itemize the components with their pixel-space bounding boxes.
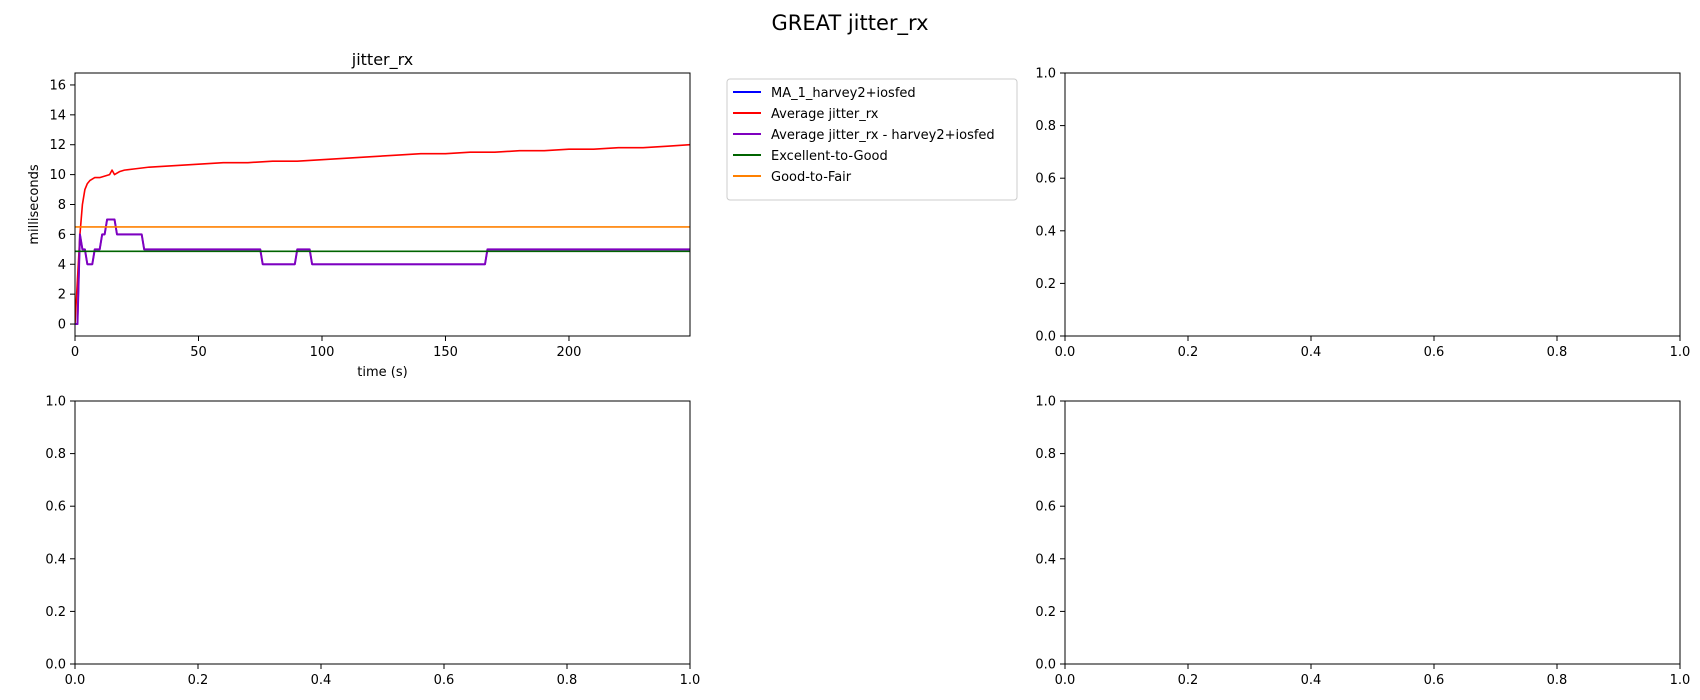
x-tick-label: 0.0 <box>65 673 86 688</box>
plot-empty-top-right: 0.0 0.2 0.4 0.6 0.8 1.0 0.0 0.2 0.4 0.6 0.8 1.0 <box>1035 67 1690 361</box>
x-tick-label: 0.6 <box>1424 345 1445 360</box>
series-group <box>75 143 690 326</box>
x-tick-label: 0.8 <box>1547 345 1568 360</box>
y-axis-label: milliseconds <box>27 164 42 244</box>
axes-frame <box>1064 400 1681 665</box>
legend: MA_1_harvey2+iosfed Average jitter_rx Aver… <box>726 78 1018 201</box>
x-tick-label: 50 <box>190 345 207 360</box>
y-tick-label: 12 <box>49 138 66 153</box>
x-tick-label: 0.0 <box>1055 673 1076 688</box>
plot-empty-bottom-left: 0.0 0.2 0.4 0.6 0.8 1.0 0.0 0.2 0.4 0.6 0.8 1.0 <box>45 395 700 689</box>
plot-area <box>1065 73 1680 336</box>
y-tick-label: 1.0 <box>1035 67 1056 82</box>
y-tick-label: 0.6 <box>1035 172 1056 187</box>
legend-label: MA_1_harvey2+iosfed <box>771 86 916 101</box>
y-tick-label: 2 <box>58 288 66 303</box>
x-tick-label: 1.0 <box>1670 345 1691 360</box>
x-tick-label: 100 <box>310 345 335 360</box>
x-axis-label: time (s) <box>357 365 407 380</box>
x-tick-label: 0.4 <box>1301 345 1322 360</box>
x-tick-label: 0.4 <box>1301 673 1322 688</box>
series-line-2 <box>75 218 690 326</box>
y-tick-label: 0.2 <box>1035 277 1056 292</box>
plot-area <box>75 401 690 664</box>
x-tick-label: 0.8 <box>1547 673 1568 688</box>
x-tick-label: 0.6 <box>434 673 455 688</box>
y-tick-label: 0.0 <box>1035 658 1056 673</box>
figure-suptitle: GREAT jitter_rx <box>771 11 928 36</box>
y-tick-label: 0.4 <box>1035 552 1056 567</box>
y-tick-label: 0.0 <box>45 658 66 673</box>
y-tick-label: 16 <box>49 78 66 93</box>
y-tick-label: 0.8 <box>1035 119 1056 134</box>
y-tick-label: 1.0 <box>45 395 66 410</box>
x-tick-label: 1.0 <box>1670 673 1691 688</box>
x-tick-label: 150 <box>433 345 458 360</box>
y-tick-label: 0.6 <box>1035 500 1056 515</box>
x-tick-label: 0.0 <box>1055 345 1076 360</box>
y-tick-label: 0 <box>58 318 66 333</box>
x-tick-label: 0.4 <box>311 673 332 688</box>
x-tick-label: 1.0 <box>680 673 701 688</box>
legend-label: Average jitter_rx - harvey2+iosfed <box>771 128 995 143</box>
series-line-1 <box>75 143 690 325</box>
y-tick-label: 0.4 <box>1035 224 1056 239</box>
y-tick-label: 0.8 <box>45 447 66 462</box>
x-tick-label: 0.2 <box>1178 345 1199 360</box>
legend-label: Average jitter_rx <box>771 107 879 122</box>
x-tick-label: 0 <box>71 345 79 360</box>
x-tick-label: 0.2 <box>1178 673 1199 688</box>
x-tick-label: 0.6 <box>1424 673 1445 688</box>
y-tick-label: 14 <box>49 108 66 123</box>
y-tick-label: 0.2 <box>45 605 66 620</box>
x-tick-label: 0.2 <box>188 673 209 688</box>
y-tick-label: 0.6 <box>45 500 66 515</box>
plot-area <box>1065 401 1680 664</box>
legend-frame <box>726 78 1018 201</box>
plot-empty-bottom-right: 0.0 0.2 0.4 0.6 0.8 1.0 0.0 0.2 0.4 0.6 0.8 1.0 <box>1035 395 1690 689</box>
y-tick-label: 10 <box>49 168 66 183</box>
y-tick-label: 1.0 <box>1035 395 1056 410</box>
legend-label: Good-to-Fair <box>771 170 852 185</box>
axes-title: jitter_rx <box>351 50 413 70</box>
axes-frame <box>74 400 691 665</box>
legend-label: Excellent-to-Good <box>771 149 888 164</box>
y-tick-label: 0.2 <box>1035 605 1056 620</box>
x-tick-label: 200 <box>557 345 582 360</box>
y-tick-label: 0.0 <box>1035 330 1056 345</box>
y-tick-label: 8 <box>58 198 66 213</box>
y-tick-label: 0.8 <box>1035 447 1056 462</box>
x-tick-label: 0.8 <box>557 673 578 688</box>
y-tick-label: 4 <box>58 258 66 273</box>
axes-frame <box>1064 72 1681 337</box>
plot-area <box>75 73 690 336</box>
y-tick-label: 6 <box>58 228 66 243</box>
y-tick-label: 0.4 <box>45 552 66 567</box>
